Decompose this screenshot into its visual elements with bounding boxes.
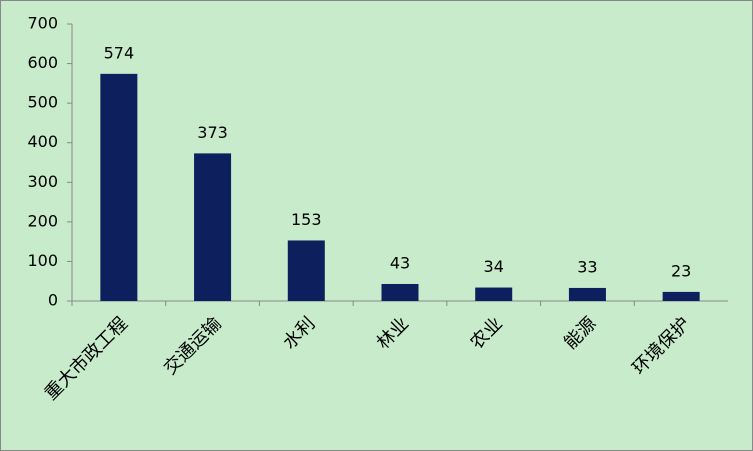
bar xyxy=(100,73,138,301)
x-tick-label: 能源 xyxy=(560,313,600,353)
value-label: 33 xyxy=(577,257,597,276)
y-tick-label: 400 xyxy=(27,132,58,151)
y-tick-label: 500 xyxy=(27,93,58,112)
y-tick-label: 600 xyxy=(27,53,58,72)
x-tick-label: 交通运输 xyxy=(160,313,226,379)
bar xyxy=(475,287,513,301)
bar xyxy=(568,287,606,301)
value-label: 43 xyxy=(390,253,410,272)
bar xyxy=(662,291,700,301)
value-label: 34 xyxy=(484,257,504,276)
bar xyxy=(381,283,419,301)
y-tick-label: 200 xyxy=(27,211,58,230)
value-label: 23 xyxy=(671,261,691,280)
value-label: 574 xyxy=(104,43,135,62)
x-tick-label: 重大市政工程 xyxy=(41,313,132,404)
x-tick-label: 水利 xyxy=(279,313,319,353)
y-tick-label: 700 xyxy=(27,14,58,33)
value-label: 153 xyxy=(291,210,322,229)
bar xyxy=(194,153,232,301)
x-tick-label: 环境保护 xyxy=(628,313,694,379)
x-tick-label: 林业 xyxy=(373,313,413,353)
bar xyxy=(287,240,325,301)
y-tick-label: 0 xyxy=(48,291,58,310)
x-tick-label: 农业 xyxy=(466,313,506,353)
value-label: 373 xyxy=(197,123,228,142)
y-tick-label: 100 xyxy=(27,251,58,270)
y-tick-label: 300 xyxy=(27,172,58,191)
